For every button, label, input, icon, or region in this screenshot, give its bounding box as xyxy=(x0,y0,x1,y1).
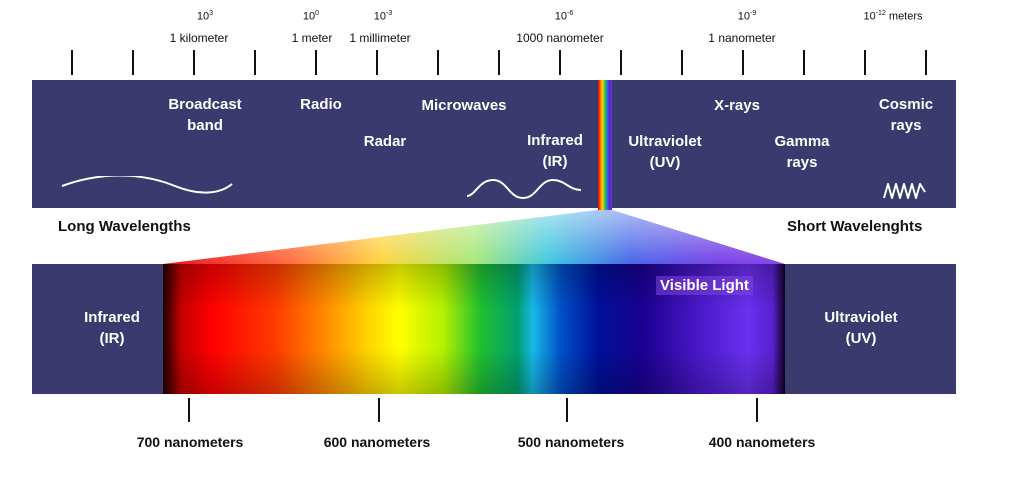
nanometer-tick xyxy=(188,398,190,422)
band-label-broadcast: Broadcast band xyxy=(168,96,242,134)
band-label-ultraviolet: Ultraviolet (UV) xyxy=(628,133,702,171)
exponent-label: 103 xyxy=(196,10,214,23)
nanometer-label: 700 nanometers xyxy=(136,434,244,450)
scale-tick xyxy=(559,50,561,75)
visible-band-ultraviolet-label: Ultraviolet (UV) xyxy=(824,309,898,347)
scale-tick xyxy=(681,50,683,75)
scale-tick xyxy=(437,50,439,75)
band-label-radio: Radio xyxy=(300,96,342,113)
light-fan-fade xyxy=(163,210,785,264)
visible-band-infrared-label: Infrared (IR) xyxy=(84,309,140,347)
scale-tick xyxy=(742,50,744,75)
visible-light-label: Visible Light xyxy=(656,276,753,295)
unit-label: 1000 nanometer xyxy=(516,31,604,45)
exponent-label: 100 xyxy=(302,10,320,23)
scale-tick xyxy=(193,50,195,75)
exponent-label: 10-12 meters xyxy=(863,10,923,23)
scale-tick xyxy=(620,50,622,75)
scale-tick xyxy=(376,50,378,75)
scale-tick xyxy=(132,50,134,75)
band-label-microwaves: Microwaves xyxy=(421,97,507,114)
unit-label: 1 kilometer xyxy=(169,31,229,45)
scale-tick xyxy=(925,50,927,75)
band-label-xrays: X-rays xyxy=(714,97,760,114)
scale-tick xyxy=(254,50,256,75)
visible-spectrum-line xyxy=(598,80,612,210)
unit-label: 1 millimeter xyxy=(349,31,411,45)
long-wavelengths-label: Long Wavelengths xyxy=(58,218,191,235)
nanometer-tick xyxy=(378,398,380,422)
wavelength-scale: 103 100 10-3 10-6 10-9 10-12 meters 1 ki… xyxy=(0,0,1015,80)
exponent-label: 10-6 xyxy=(554,10,574,23)
nanometer-label: 400 nanometers xyxy=(708,434,816,450)
scale-tick xyxy=(71,50,73,75)
band-label-radar: Radar xyxy=(363,133,407,150)
band-label-infrared: Infrared (IR) xyxy=(527,132,583,170)
long-wave-icon xyxy=(61,176,233,194)
exponent-label: 10-3 xyxy=(373,10,393,23)
unit-label: 1 nanometer xyxy=(708,31,776,45)
band-label-cosmic: Cosmic rays xyxy=(878,96,934,134)
scale-tick xyxy=(498,50,500,75)
exponent-label: 10-9 xyxy=(737,10,757,23)
spectrum-band xyxy=(32,80,956,208)
medium-wave-icon xyxy=(466,178,582,200)
scale-tick xyxy=(864,50,866,75)
nanometer-label: 600 nanometers xyxy=(323,434,431,450)
short-wave-icon xyxy=(883,183,926,199)
scale-tick xyxy=(315,50,317,75)
short-wavelengths-label: Short Wavelenghts xyxy=(787,218,923,235)
nanometer-label: 500 nanometers xyxy=(517,434,625,450)
scale-tick xyxy=(803,50,805,75)
unit-label: 1 meter xyxy=(291,31,333,45)
nanometer-tick xyxy=(756,398,758,422)
nanometer-tick xyxy=(566,398,568,422)
band-label-gamma: Gamma rays xyxy=(774,133,830,171)
